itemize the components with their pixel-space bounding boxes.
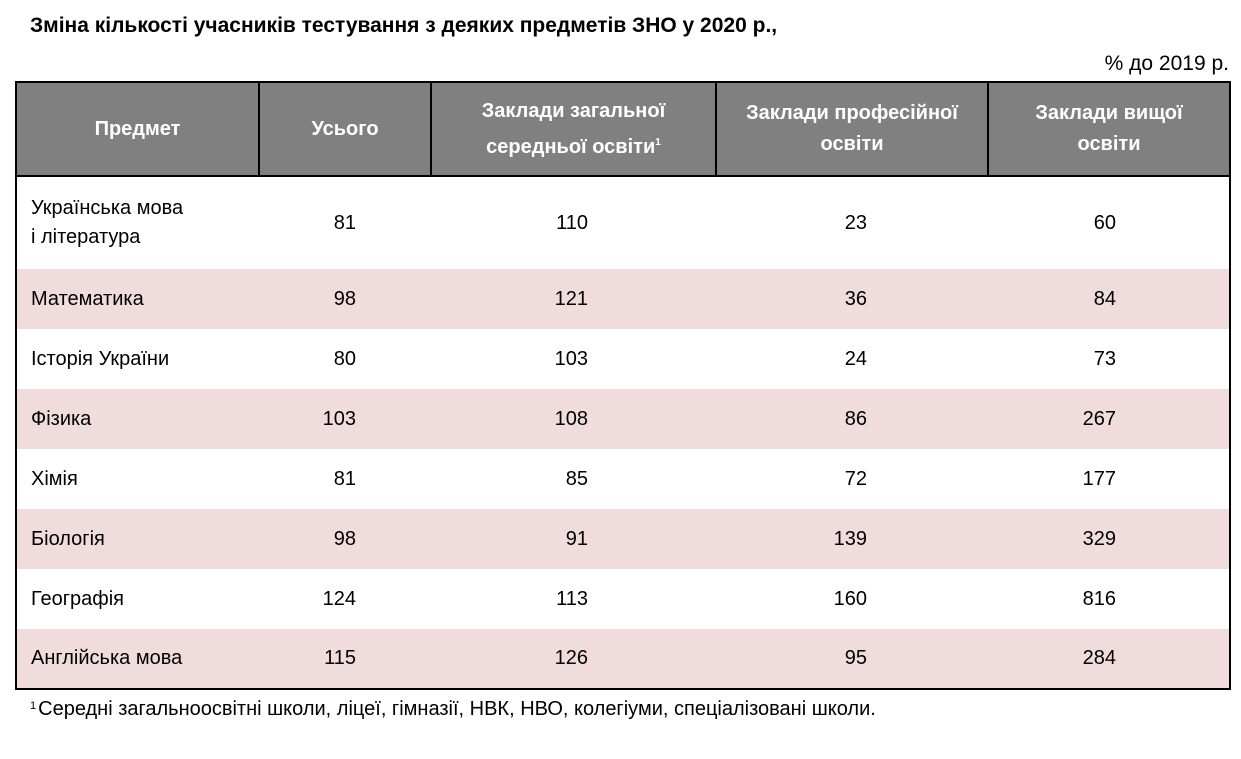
subject-cell: Географія <box>31 587 125 610</box>
value-cell: 284 <box>988 629 1230 689</box>
value-cell: 115 <box>259 629 431 689</box>
table-row: Географія 124 113 160 816 <box>16 569 1230 629</box>
table-row: Українська мова і література 81 110 23 60 <box>16 176 1230 269</box>
header-text: Заклади вищої освіти <box>1035 102 1183 155</box>
table-row: Англійська мова 115 126 95 284 <box>16 629 1230 689</box>
value-cell: 81 <box>333 467 356 490</box>
value-cell: 124 <box>322 587 356 610</box>
footnote-marker: 1 <box>30 700 37 712</box>
header-row: Предмет Усього Заклади загальної середньої… <box>16 82 1230 177</box>
value-cell: 816 <box>1082 587 1116 610</box>
subject-cell: Українська мова і література <box>31 197 184 248</box>
column-header: Предмет <box>16 82 259 177</box>
value-cell: 81 <box>333 211 356 234</box>
value-cell: 24 <box>844 347 867 370</box>
column-header: Заклади професійної освіти <box>715 82 988 177</box>
value-cell: 329 <box>988 509 1230 569</box>
subject-cell: Біологія <box>16 509 259 569</box>
value-cell: 110 <box>556 211 588 234</box>
value-cell: 85 <box>565 467 588 490</box>
value-cell: 108 <box>431 389 716 449</box>
value-cell: 160 <box>833 587 867 610</box>
header-text: Усього <box>311 117 379 140</box>
column-header: Усього <box>258 82 431 177</box>
value-cell: 80 <box>333 347 356 370</box>
table-row: Хімія 81 85 72 177 <box>16 449 1230 509</box>
subject-cell: Англійська мова <box>16 629 259 689</box>
table-row: Фізика 103 108 86 267 <box>16 389 1230 449</box>
value-cell: 60 <box>1093 211 1116 234</box>
header-text: Предмет <box>94 117 181 140</box>
header-note: 1 <box>655 136 661 148</box>
value-cell: 73 <box>1093 347 1116 370</box>
table-row: Математика 98 121 36 84 <box>16 269 1230 329</box>
value-cell: 23 <box>844 211 867 234</box>
subject-cell: Фізика <box>16 389 259 449</box>
footnote: 1 Середні загальноосвітні школи, ліцеї, г… <box>30 698 876 721</box>
value-cell: 139 <box>716 509 988 569</box>
value-cell: 84 <box>988 269 1230 329</box>
subject-cell: Хімія <box>31 467 78 490</box>
value-cell: 126 <box>431 629 716 689</box>
unit: % до 2019 р. <box>1104 52 1229 75</box>
value-cell: 98 <box>259 509 431 569</box>
value-cell: 267 <box>988 389 1230 449</box>
value-cell: 177 <box>1082 467 1116 490</box>
data-table: Предмет Усього Заклади загальної середньої… <box>15 81 1231 690</box>
value-cell: 95 <box>716 629 988 689</box>
table-row: Історія України 80 103 24 73 <box>16 329 1230 389</box>
value-cell: 72 <box>844 467 867 490</box>
subject-cell: Історія України <box>31 347 170 370</box>
column-header: Заклади вищої освіти <box>987 82 1230 177</box>
table-body: Українська мова і література 81 110 23 60 Мат… <box>16 176 1230 689</box>
subject-cell: Математика <box>16 269 259 329</box>
header-text: Заклади загальної середньої освіти <box>481 99 666 158</box>
value-cell: 86 <box>716 389 988 449</box>
value-cell: 91 <box>431 509 716 569</box>
value-cell: 103 <box>259 389 431 449</box>
value-cell: 103 <box>554 347 588 370</box>
value-cell: 121 <box>431 269 716 329</box>
title: Зміна кількості учасників тестування з д… <box>30 14 778 37</box>
value-cell: 98 <box>259 269 431 329</box>
column-header: Заклади загальної середньої освіти1 <box>430 82 716 177</box>
value-cell: 113 <box>556 587 588 610</box>
header-text: Заклади професійної освіти <box>746 102 958 155</box>
value-cell: 36 <box>716 269 988 329</box>
footnote-text: Середні загальноосвітні школи, ліцеї, гі… <box>38 698 876 720</box>
table-row: Біологія 98 91 139 329 <box>16 509 1230 569</box>
